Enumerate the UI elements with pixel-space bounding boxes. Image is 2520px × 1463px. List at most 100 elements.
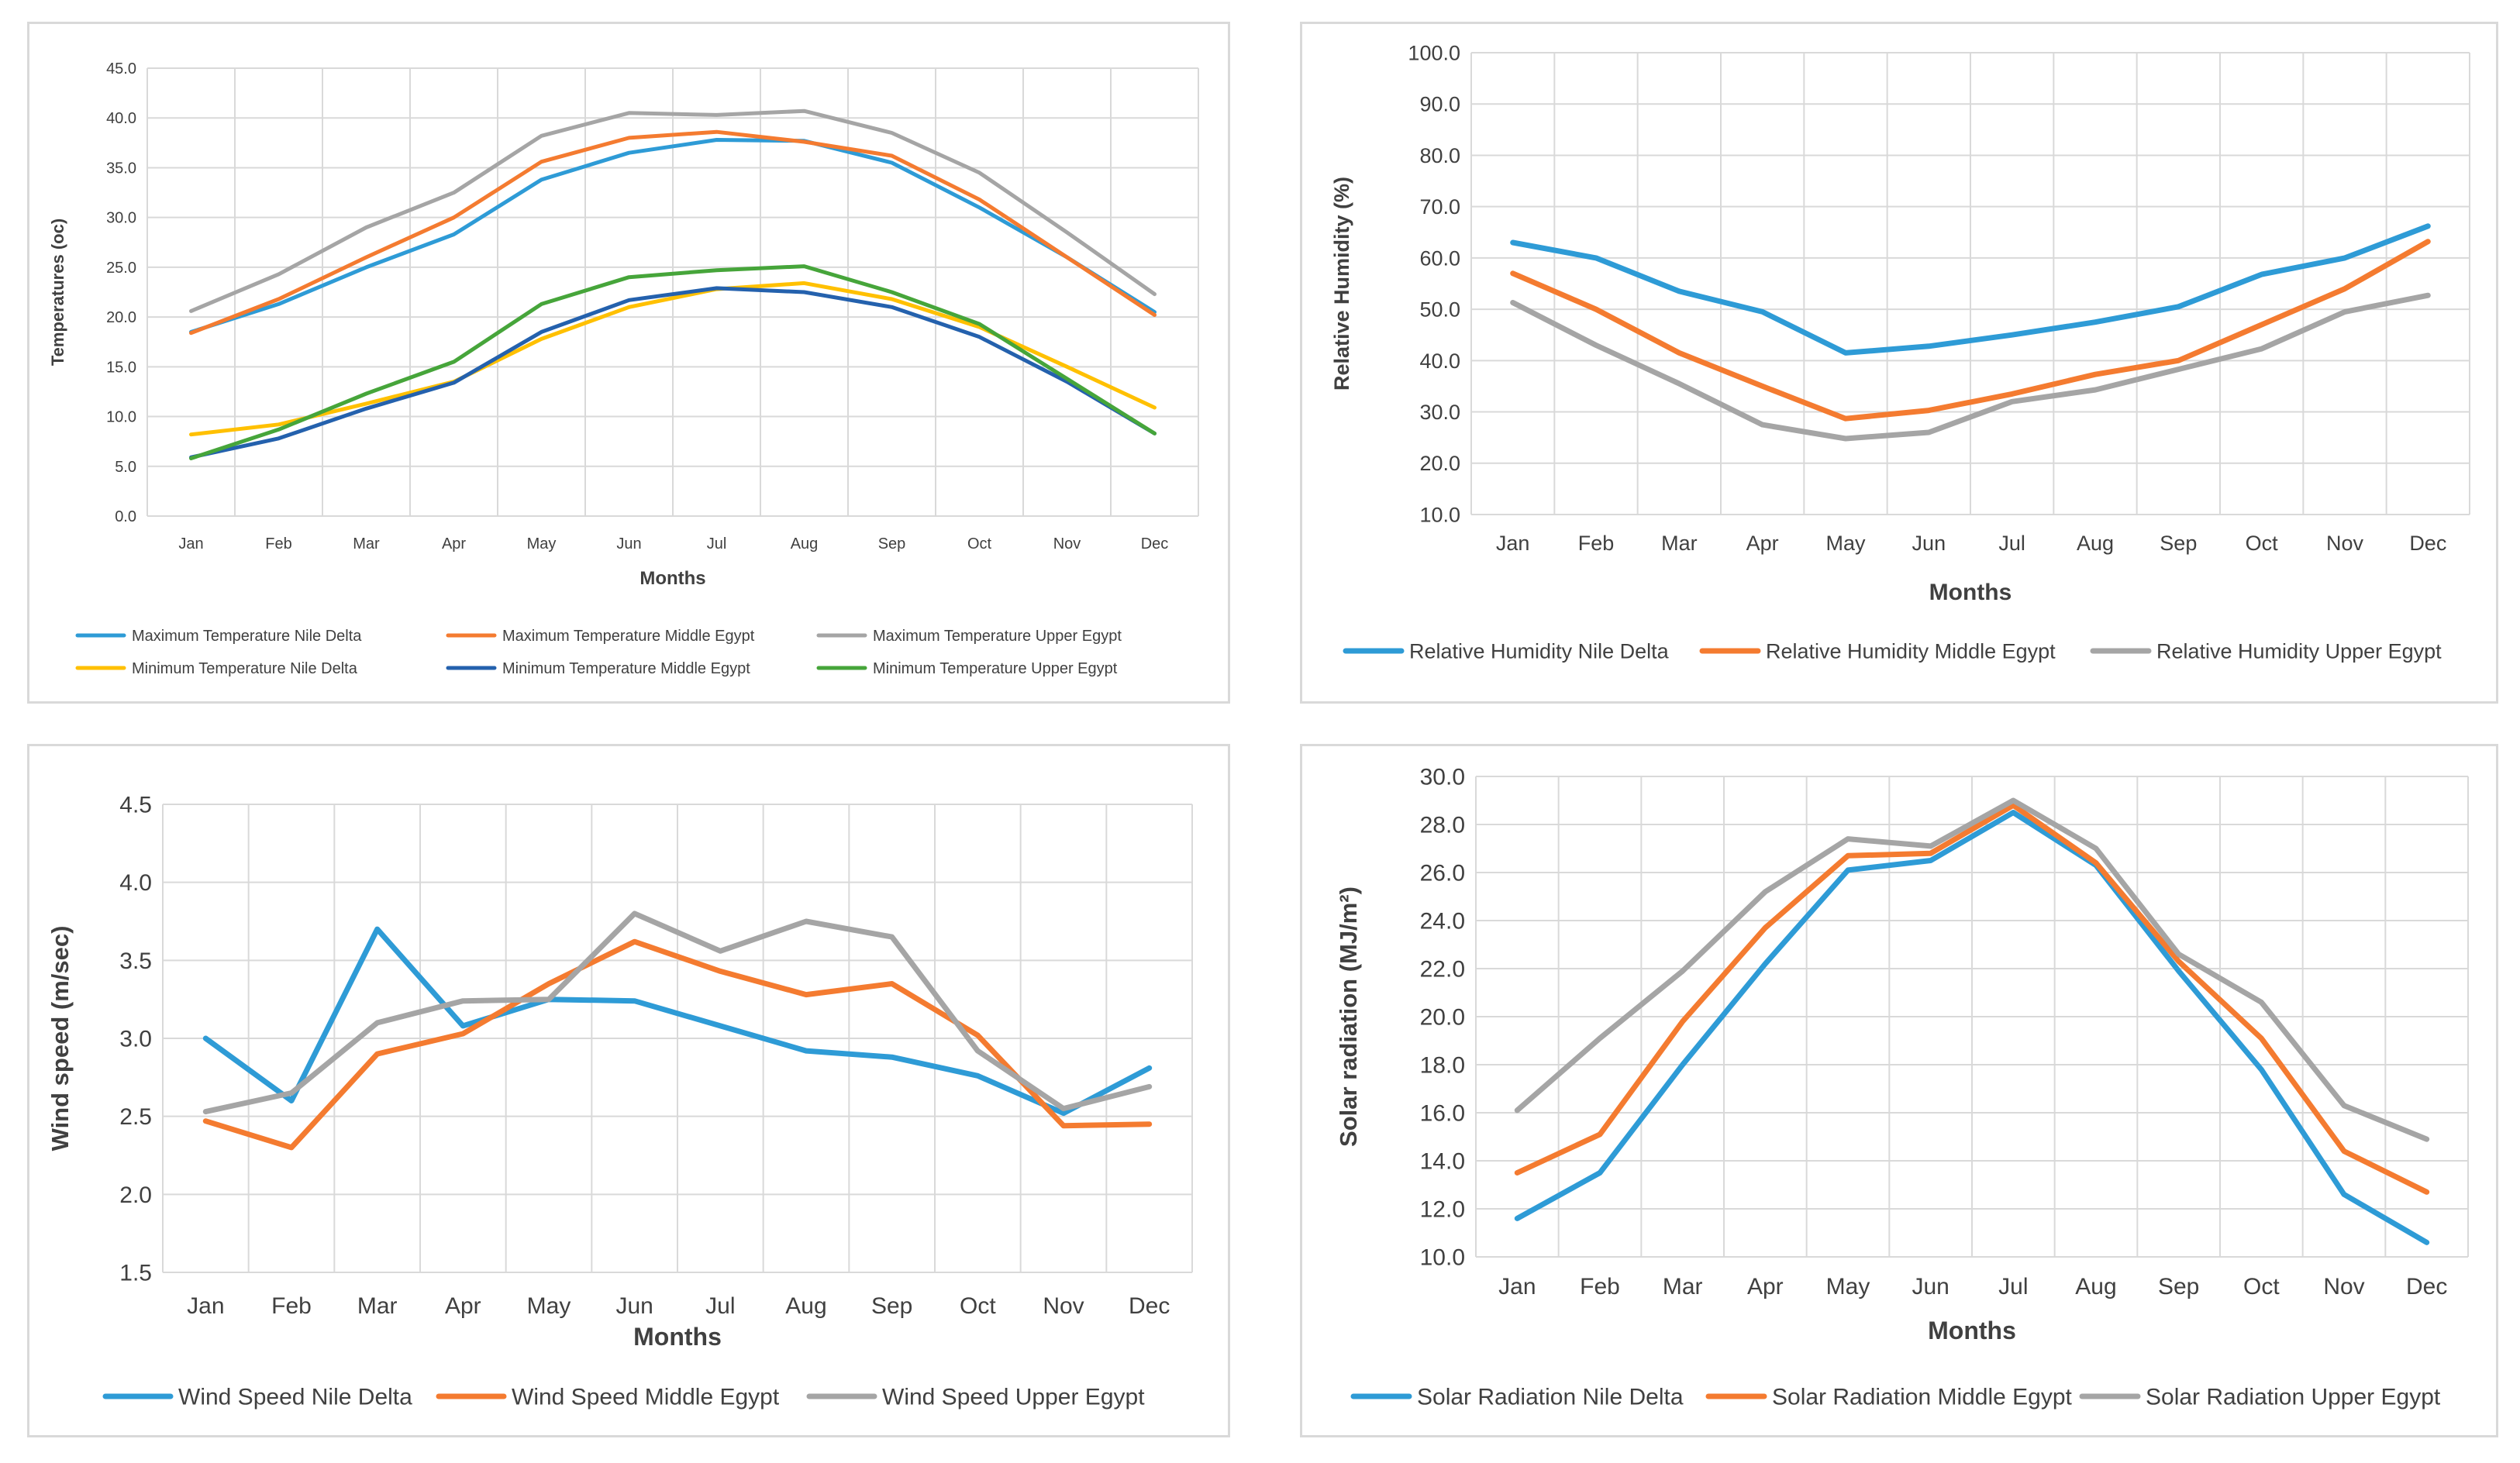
legend-label: Minimum Temperature Nile Delta xyxy=(132,660,358,677)
x-tick-label: Mar xyxy=(1663,1274,1703,1299)
x-tick-label: Apr xyxy=(1747,1274,1784,1299)
legend-label: Relative Humidity Middle Egypt xyxy=(1766,639,2056,663)
x-axis-title: Months xyxy=(633,1323,722,1351)
y-tick-label: 16.0 xyxy=(1420,1101,1465,1127)
series-line-2 xyxy=(189,108,1157,313)
y-tick-label: 24.0 xyxy=(1420,909,1465,935)
x-tick-label: Sep xyxy=(878,535,906,552)
series-line-0 xyxy=(1514,810,2430,1245)
x-tick-label: Aug xyxy=(785,1293,826,1319)
x-tick-label: Aug xyxy=(791,535,819,552)
y-tick-label: 45.0 xyxy=(106,60,136,77)
x-tick-label: Apr xyxy=(1746,532,1779,555)
legend-label: Maximum Temperature Upper Egypt xyxy=(873,628,1122,645)
x-tick-label: Aug xyxy=(2077,532,2114,555)
x-tick-label: Jan xyxy=(1496,532,1530,555)
x-tick-label: Mar xyxy=(1661,532,1698,555)
x-tick-label: Feb xyxy=(1580,1274,1620,1299)
x-tick-label: Mar xyxy=(357,1293,398,1319)
series-line-1 xyxy=(202,938,1153,1151)
series-line-0 xyxy=(202,926,1153,1117)
series-line-4 xyxy=(189,286,1157,460)
y-axis-title: Relative Humidity (%) xyxy=(1330,177,1353,391)
x-tick-label: Dec xyxy=(2409,532,2446,555)
legend-label: Solar Radiation Upper Egypt xyxy=(2146,1385,2441,1410)
x-axis-title: Months xyxy=(639,568,705,589)
y-tick-label: 28.0 xyxy=(1420,813,1465,838)
y-tick-label: 4.0 xyxy=(119,870,152,896)
legend-label: Wind Speed Nile Delta xyxy=(178,1385,412,1410)
y-tick-label: 30.0 xyxy=(1419,401,1460,424)
y-tick-label: 30.0 xyxy=(106,210,136,227)
humidity-chart-panel xyxy=(1300,22,2498,704)
series-line-1 xyxy=(1514,802,2430,1195)
x-tick-label: May xyxy=(1826,1274,1870,1299)
legend-label: Relative Humidity Nile Delta xyxy=(1409,639,1670,663)
x-tick-label: May xyxy=(527,1293,571,1319)
x-tick-label: May xyxy=(1825,532,1866,555)
x-tick-label: Feb xyxy=(1578,532,1615,555)
y-tick-label: 12.0 xyxy=(1420,1197,1465,1223)
y-axis-title: Wind speed (m/sec) xyxy=(47,926,74,1151)
y-tick-label: 20.0 xyxy=(1419,452,1460,475)
y-tick-label: 2.0 xyxy=(119,1182,152,1208)
legend-label: Maximum Temperature Middle Egypt xyxy=(502,628,755,645)
series-line-0 xyxy=(1510,223,2431,356)
y-tick-label: 3.0 xyxy=(119,1027,152,1052)
y-tick-label: 1.5 xyxy=(119,1261,152,1286)
y-tick-label: 5.0 xyxy=(115,459,136,476)
series-line-0 xyxy=(189,138,1157,334)
x-tick-label: Nov xyxy=(2323,1274,2364,1299)
series-line-2 xyxy=(1510,292,2431,442)
x-axis-title: Months xyxy=(1929,580,2012,605)
y-tick-label: 100.0 xyxy=(1408,41,1460,64)
x-tick-label: Mar xyxy=(353,535,380,552)
y-tick-label: 40.0 xyxy=(1419,349,1460,373)
x-tick-label: Apr xyxy=(442,535,466,552)
y-tick-label: 10.0 xyxy=(1420,1245,1465,1271)
x-tick-label: Oct xyxy=(967,535,992,552)
y-tick-label: 35.0 xyxy=(106,160,136,177)
y-tick-label: 2.5 xyxy=(119,1104,152,1130)
x-tick-label: Feb xyxy=(265,535,291,552)
legend-label: Wind Speed Middle Egypt xyxy=(512,1385,780,1410)
y-tick-label: 50.0 xyxy=(1419,298,1460,322)
x-tick-label: Jun xyxy=(615,1293,653,1319)
legend-label: Wind Speed Upper Egypt xyxy=(882,1385,1145,1410)
x-tick-label: Jan xyxy=(1498,1274,1536,1299)
y-tick-label: 60.0 xyxy=(1419,246,1460,270)
x-tick-label: Jan xyxy=(187,1293,224,1319)
x-tick-label: Jun xyxy=(1912,532,1946,555)
series-line-5 xyxy=(189,264,1157,460)
x-tick-label: Jun xyxy=(616,535,641,552)
y-axis-title: Solar radiation (MJ/m²) xyxy=(1335,886,1362,1147)
y-tick-label: 20.0 xyxy=(106,309,136,326)
y-tick-label: 30.0 xyxy=(1420,765,1465,790)
y-tick-label: 90.0 xyxy=(1419,93,1460,116)
x-tick-label: Feb xyxy=(271,1293,312,1319)
series-line-1 xyxy=(189,129,1157,336)
y-tick-label: 10.0 xyxy=(1419,503,1460,526)
x-tick-label: Nov xyxy=(1043,1293,1084,1319)
legend-label: Relative Humidity Upper Egypt xyxy=(2156,639,2442,663)
y-tick-label: 18.0 xyxy=(1420,1053,1465,1079)
y-tick-label: 14.0 xyxy=(1420,1149,1465,1175)
x-tick-label: Oct xyxy=(2246,532,2279,555)
x-tick-label: Sep xyxy=(2160,532,2197,555)
x-tick-label: Oct xyxy=(960,1293,996,1319)
y-axis-title: Temperatures (oc) xyxy=(48,219,67,366)
x-tick-label: Jan xyxy=(178,535,203,552)
legend-label: Solar Radiation Middle Egypt xyxy=(1772,1385,2073,1410)
y-tick-label: 0.0 xyxy=(115,508,136,525)
y-tick-label: 70.0 xyxy=(1419,195,1460,219)
x-tick-label: Jul xyxy=(1998,532,2025,555)
y-tick-label: 22.0 xyxy=(1420,957,1465,983)
x-tick-label: Oct xyxy=(2243,1274,2280,1299)
y-tick-label: 3.5 xyxy=(119,948,152,974)
series-line-2 xyxy=(202,911,1153,1115)
y-tick-label: 25.0 xyxy=(106,260,136,277)
x-tick-label: Dec xyxy=(2406,1274,2447,1299)
y-tick-label: 40.0 xyxy=(106,110,136,127)
y-tick-label: 15.0 xyxy=(106,359,136,376)
